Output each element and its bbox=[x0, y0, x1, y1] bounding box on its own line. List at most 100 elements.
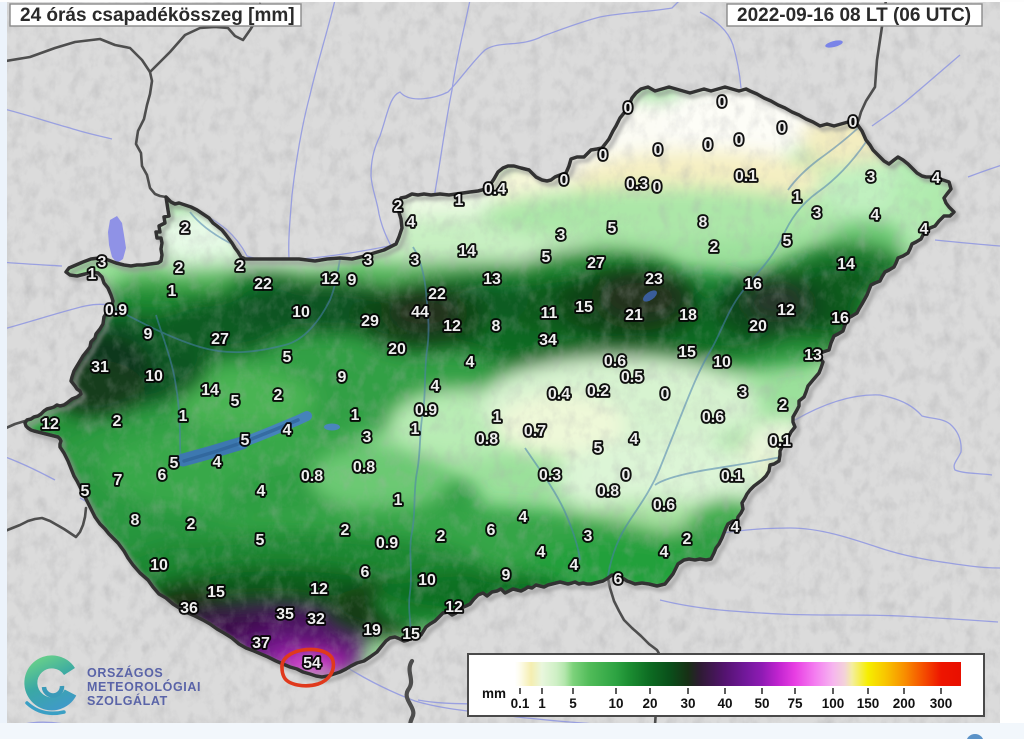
svg-text:9: 9 bbox=[338, 369, 347, 386]
svg-text:15: 15 bbox=[678, 344, 696, 361]
svg-text:13: 13 bbox=[804, 347, 822, 364]
svg-text:4: 4 bbox=[630, 431, 639, 448]
svg-text:4: 4 bbox=[431, 378, 440, 395]
svg-text:5: 5 bbox=[542, 249, 551, 266]
svg-text:12: 12 bbox=[445, 599, 463, 616]
svg-text:9: 9 bbox=[348, 272, 357, 289]
svg-text:0: 0 bbox=[778, 120, 787, 137]
svg-text:23: 23 bbox=[645, 271, 663, 288]
svg-text:0: 0 bbox=[624, 100, 633, 117]
svg-text:54: 54 bbox=[303, 655, 321, 672]
svg-text:5: 5 bbox=[569, 696, 577, 711]
svg-text:3: 3 bbox=[98, 254, 107, 271]
svg-text:0.3: 0.3 bbox=[539, 467, 561, 484]
svg-text:5: 5 bbox=[256, 532, 265, 549]
svg-text:3: 3 bbox=[557, 227, 566, 244]
svg-text:0.8: 0.8 bbox=[476, 431, 498, 448]
svg-text:12: 12 bbox=[443, 318, 461, 335]
svg-text:0.3: 0.3 bbox=[626, 176, 648, 193]
svg-text:0.8: 0.8 bbox=[301, 468, 323, 485]
svg-text:6: 6 bbox=[158, 467, 167, 484]
svg-text:mm: mm bbox=[482, 686, 506, 701]
svg-text:2: 2 bbox=[181, 220, 190, 237]
svg-text:0: 0 bbox=[599, 147, 608, 164]
svg-text:8: 8 bbox=[699, 214, 708, 231]
svg-text:6: 6 bbox=[361, 564, 370, 581]
svg-text:16: 16 bbox=[744, 276, 762, 293]
svg-text:0.6: 0.6 bbox=[604, 353, 626, 370]
svg-text:1: 1 bbox=[168, 283, 177, 300]
svg-text:5: 5 bbox=[283, 349, 292, 366]
svg-text:1: 1 bbox=[455, 192, 464, 209]
svg-text:6: 6 bbox=[614, 571, 623, 588]
svg-text:0: 0 bbox=[704, 137, 713, 154]
svg-text:9: 9 bbox=[144, 326, 153, 343]
svg-text:14: 14 bbox=[201, 382, 219, 399]
svg-text:75: 75 bbox=[787, 696, 803, 711]
svg-text:14: 14 bbox=[837, 256, 855, 273]
svg-text:24 órás csapadékösszeg [mm]: 24 órás csapadékösszeg [mm] bbox=[20, 5, 295, 26]
svg-text:2: 2 bbox=[710, 239, 719, 256]
svg-text:4: 4 bbox=[213, 454, 222, 471]
svg-text:ORSZÁGOS: ORSZÁGOS bbox=[87, 665, 163, 680]
svg-text:0.1: 0.1 bbox=[769, 433, 791, 450]
svg-text:0: 0 bbox=[654, 142, 663, 159]
svg-text:20: 20 bbox=[388, 341, 406, 358]
svg-text:0: 0 bbox=[718, 94, 727, 111]
svg-text:0.9: 0.9 bbox=[415, 402, 437, 419]
svg-text:2: 2 bbox=[236, 258, 245, 275]
svg-text:2022-09-16 08 LT (06 UTC): 2022-09-16 08 LT (06 UTC) bbox=[737, 5, 971, 26]
svg-text:0.7: 0.7 bbox=[524, 423, 546, 440]
svg-text:4: 4 bbox=[871, 207, 880, 224]
svg-text:16: 16 bbox=[831, 310, 849, 327]
svg-text:4: 4 bbox=[283, 422, 292, 439]
svg-text:50: 50 bbox=[754, 696, 769, 711]
svg-text:1: 1 bbox=[88, 266, 97, 283]
svg-text:5: 5 bbox=[783, 233, 792, 250]
svg-text:8: 8 bbox=[131, 512, 140, 529]
svg-text:0.5: 0.5 bbox=[621, 369, 643, 386]
svg-text:4: 4 bbox=[731, 519, 740, 536]
svg-text:4: 4 bbox=[257, 483, 266, 500]
svg-text:13: 13 bbox=[483, 271, 501, 288]
svg-text:5: 5 bbox=[170, 455, 179, 472]
svg-text:0.6: 0.6 bbox=[702, 409, 724, 426]
svg-text:0: 0 bbox=[560, 172, 569, 189]
svg-text:12: 12 bbox=[777, 302, 795, 319]
svg-text:0: 0 bbox=[622, 467, 631, 484]
svg-text:21: 21 bbox=[625, 307, 643, 324]
svg-text:30: 30 bbox=[680, 696, 695, 711]
svg-text:1: 1 bbox=[493, 409, 502, 426]
svg-text:40: 40 bbox=[717, 696, 732, 711]
svg-text:8: 8 bbox=[492, 318, 501, 335]
svg-text:10: 10 bbox=[418, 572, 436, 589]
svg-text:1: 1 bbox=[793, 189, 802, 206]
svg-text:7: 7 bbox=[114, 472, 123, 489]
svg-text:0.6: 0.6 bbox=[653, 497, 675, 514]
svg-text:1: 1 bbox=[394, 492, 403, 509]
svg-text:300: 300 bbox=[930, 696, 953, 711]
svg-text:METEOROLÓGIAI: METEOROLÓGIAI bbox=[87, 679, 201, 694]
svg-text:10: 10 bbox=[608, 696, 623, 711]
svg-text:1: 1 bbox=[351, 407, 360, 424]
svg-text:4: 4 bbox=[466, 354, 475, 371]
svg-text:4: 4 bbox=[570, 557, 579, 574]
svg-text:22: 22 bbox=[254, 276, 272, 293]
svg-text:SZOLGÁLAT: SZOLGÁLAT bbox=[87, 693, 168, 708]
svg-text:5: 5 bbox=[231, 393, 240, 410]
svg-text:15: 15 bbox=[575, 299, 593, 316]
svg-text:36: 36 bbox=[180, 600, 198, 617]
svg-text:15: 15 bbox=[402, 626, 420, 643]
svg-text:2: 2 bbox=[113, 413, 122, 430]
svg-text:34: 34 bbox=[539, 332, 557, 349]
svg-text:20: 20 bbox=[642, 696, 657, 711]
svg-text:3: 3 bbox=[867, 169, 876, 186]
svg-text:2: 2 bbox=[683, 531, 692, 548]
svg-text:0.2: 0.2 bbox=[587, 383, 609, 400]
svg-text:19: 19 bbox=[363, 622, 381, 639]
svg-text:27: 27 bbox=[587, 255, 605, 272]
svg-text:0.1: 0.1 bbox=[721, 468, 743, 485]
svg-text:2: 2 bbox=[187, 516, 196, 533]
svg-text:0: 0 bbox=[735, 132, 744, 149]
svg-text:12: 12 bbox=[41, 416, 59, 433]
